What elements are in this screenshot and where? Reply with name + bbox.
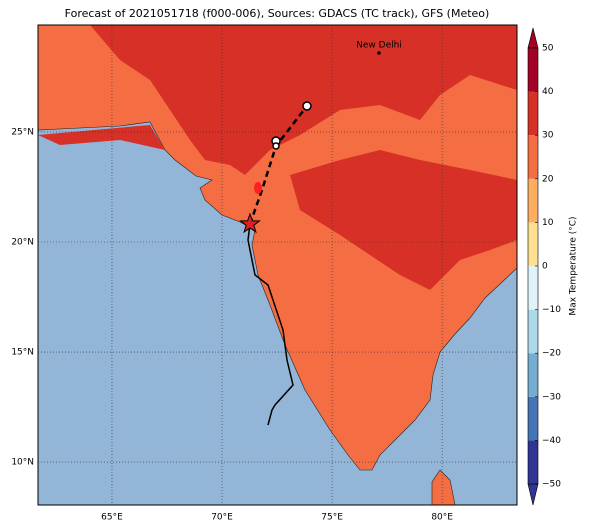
x-tick-label: 65°E xyxy=(101,513,123,523)
colorbar-bin xyxy=(528,440,538,484)
colorbar-tick-label: −10 xyxy=(542,305,561,315)
current-position xyxy=(239,212,261,234)
cyclone-track xyxy=(239,101,312,426)
past-track xyxy=(247,223,294,426)
map xyxy=(37,24,518,506)
city-label: New Delhi xyxy=(356,41,402,51)
colorbar-bin xyxy=(528,222,538,266)
colorbar-label: Max Temperature (°C) xyxy=(569,216,579,315)
colorbar-tick-label: −40 xyxy=(542,436,561,446)
colorbar-bin xyxy=(528,178,538,223)
colorbar-tick-label: 20 xyxy=(542,174,554,184)
colorbar-tick-label: 40 xyxy=(542,87,554,97)
colorbar-tick-label: 30 xyxy=(542,131,554,141)
colorbar-tick-label: −20 xyxy=(542,349,561,359)
track-point xyxy=(272,142,280,150)
land xyxy=(37,24,518,471)
hot-region xyxy=(38,125,165,150)
city-marker xyxy=(377,51,381,55)
colorbar-extend xyxy=(527,483,539,506)
colorbar-tick-label: 10 xyxy=(542,218,554,228)
hot-region xyxy=(290,150,517,290)
map-frame xyxy=(37,24,518,506)
y-tick-label: 20°N xyxy=(11,238,34,248)
track-point xyxy=(302,101,312,111)
colorbar-tick-label: −30 xyxy=(542,392,561,402)
colorbar-tick-label: 50 xyxy=(542,44,554,54)
colorbar-bin xyxy=(528,135,538,179)
colorbar-extend xyxy=(527,27,539,49)
y-tick-label: 15°N xyxy=(11,348,34,358)
x-tick-label: 70°E xyxy=(211,513,233,523)
colorbar-tick-label: 0 xyxy=(542,262,548,272)
y-tick-label: 10°N xyxy=(11,458,34,468)
storm-area xyxy=(254,182,262,194)
colorbar-bin xyxy=(528,353,538,397)
x-tick-label: 80°E xyxy=(431,513,453,523)
colorbar-bin xyxy=(528,266,538,310)
colorbar-bin xyxy=(528,91,538,136)
colorbar-tick-label: −50 xyxy=(542,480,561,490)
colorbar-bin xyxy=(528,309,538,354)
hot-region xyxy=(90,25,517,175)
colorbar-bin xyxy=(528,396,538,441)
title: Forecast of 2021051718 (f000-006), Sourc… xyxy=(65,7,490,20)
colorbar-bin xyxy=(528,48,538,92)
x-tick-label: 75°E xyxy=(321,513,343,523)
y-tick-label: 25°N xyxy=(11,127,34,137)
